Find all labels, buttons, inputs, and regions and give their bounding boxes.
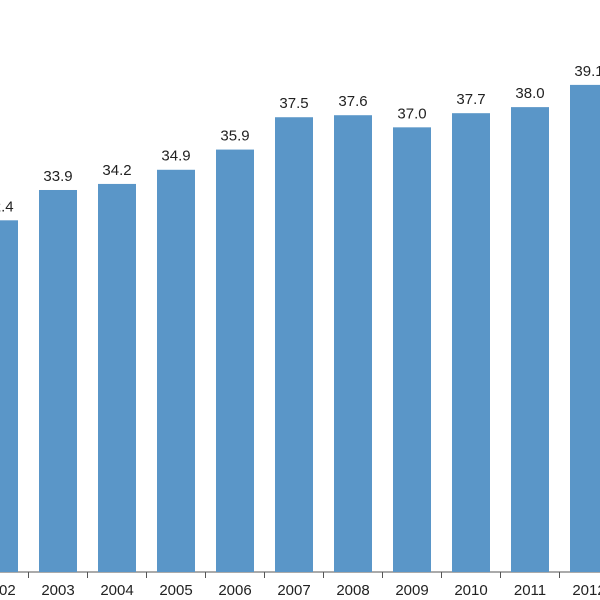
value-label: 37.6 xyxy=(338,93,367,110)
x-tick-label: 2005 xyxy=(159,582,192,599)
value-label: 33.9 xyxy=(43,168,72,185)
x-tick-label: 2002 xyxy=(0,582,16,599)
x-tick-label: 2003 xyxy=(41,582,74,599)
x-tick-label: 2012 xyxy=(572,582,600,599)
bar xyxy=(452,113,490,572)
x-tick-label: 2008 xyxy=(336,582,369,599)
x-tick-label: 2007 xyxy=(277,582,310,599)
bar xyxy=(393,127,431,572)
value-label: 34.9 xyxy=(161,148,190,165)
bar xyxy=(570,84,600,573)
bar xyxy=(511,107,549,573)
x-tick-label: 2010 xyxy=(454,582,487,599)
bar xyxy=(216,149,254,572)
x-tick-label: 2006 xyxy=(218,582,251,599)
bar xyxy=(334,115,372,572)
value-label: 39.1 xyxy=(574,63,600,80)
x-tick-label: 2011 xyxy=(514,582,546,599)
bar xyxy=(98,183,136,572)
value-label: 35.9 xyxy=(220,128,249,145)
value-label: 37.5 xyxy=(279,95,308,112)
bar xyxy=(0,220,18,572)
value-label: 37.0 xyxy=(397,105,426,122)
value-label: 34.2 xyxy=(102,162,131,179)
bar xyxy=(39,189,77,573)
bar xyxy=(157,169,195,572)
x-tick-label: 2009 xyxy=(395,582,428,599)
bar xyxy=(275,117,313,573)
value-label: 38.0 xyxy=(515,85,544,102)
value-label: 37.7 xyxy=(456,91,485,108)
value-label: 32.4 xyxy=(0,198,14,215)
x-tick-label: 2004 xyxy=(100,582,133,599)
